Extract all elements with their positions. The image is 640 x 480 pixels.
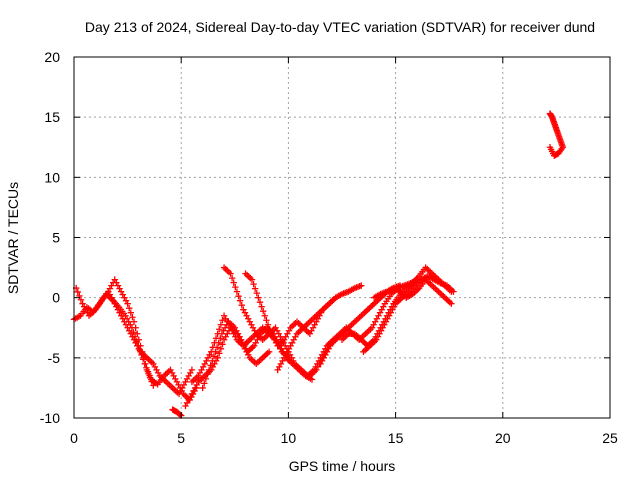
data-point [126,304,133,312]
data-point [188,366,196,374]
data-point [216,326,223,333]
data-point [148,378,155,385]
data-point [217,335,224,342]
data-point [132,324,139,331]
data-point [448,300,455,307]
series-arc-10 [274,282,365,374]
data-point [146,374,154,381]
y-tick-label: 15 [44,109,60,125]
data-point [215,339,222,346]
data-point [219,341,226,348]
y-axis-label: SDTVAR / TECUs [5,182,21,294]
y-tick-label: 5 [52,230,60,246]
data-point [205,366,213,374]
data-point [130,318,138,325]
data-point [214,354,221,362]
data-point [217,321,225,328]
x-tick-label: 0 [70,430,78,446]
data-point [546,144,554,151]
data-point [251,285,259,292]
x-tick-label: 5 [177,430,185,446]
data-point [233,288,241,295]
data-point [238,301,245,309]
y-tick-label: 0 [52,290,60,306]
data-point [134,330,141,337]
series-arc-15 [370,276,455,307]
grid [74,57,610,418]
data-point [199,384,206,392]
data-point [232,283,239,291]
data-point [228,274,236,282]
data-point [227,270,234,277]
data-point [255,294,262,301]
data-point [129,314,136,321]
data-point [450,288,457,295]
y-tick-label: -10 [40,410,60,426]
data-point [143,366,151,374]
data-point [358,282,365,289]
data-point [176,411,184,418]
data-point [248,276,256,283]
data-point [204,371,211,378]
data-point [209,357,216,365]
data-point [250,280,257,288]
data-point [258,303,265,310]
data-point [261,312,269,319]
data-point [201,380,208,387]
data-point [212,348,219,356]
data-point [260,308,267,315]
y-tick-label: -5 [48,350,61,366]
x-tick-label: 15 [388,430,404,446]
x-axis-ticks: 0 5 10 15 20 25 [70,57,618,446]
data-point [74,288,81,296]
data-point [77,296,85,303]
data-point [142,360,149,368]
data-point [263,317,270,324]
data-point [217,345,225,353]
data-point [127,309,135,316]
data-markers [70,110,567,419]
data-point [207,362,214,369]
data-point [256,298,264,306]
data-point [124,300,131,307]
x-axis-label: GPS time / hours [289,458,396,474]
data-point [150,382,157,389]
x-tick-label: 25 [602,430,618,446]
x-tick-label: 20 [495,430,511,446]
chart-title: Day 213 of 2024, Sidereal Day-to-day VTE… [85,19,595,35]
data-point [235,292,242,300]
series-arc-3 [105,288,196,398]
y-tick-label: 10 [44,169,60,185]
y-axis-ticks: -10 -5 0 5 10 15 20 [40,49,610,426]
data-point [253,289,260,297]
data-point [216,350,223,357]
data-point [145,370,152,377]
series-arc-16 [546,110,567,159]
data-point [236,297,244,304]
data-point [219,317,226,324]
data-point [210,353,218,360]
y-tick-label: 20 [44,49,60,65]
data-point [213,344,221,351]
data-point [265,348,273,356]
x-tick-label: 10 [281,430,297,446]
data-point [264,321,272,328]
data-point [202,375,210,383]
data-point [266,326,273,333]
data-point [230,279,237,286]
series-arc-2 [72,276,157,389]
